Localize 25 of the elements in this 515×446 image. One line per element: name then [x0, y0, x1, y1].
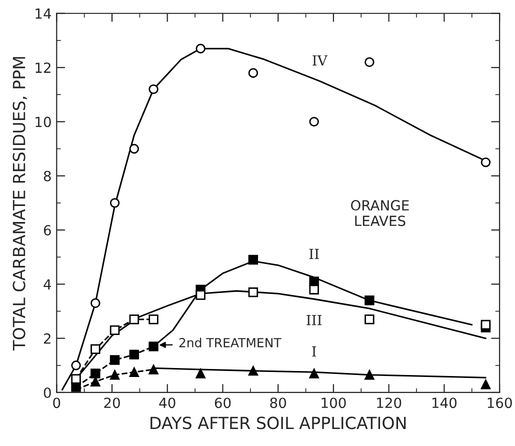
x-tick-label: 80	[270, 398, 286, 408]
y-tick-label: 14	[36, 8, 52, 19]
x-tick-label: 20	[104, 398, 120, 408]
y-tick-label: 10	[36, 116, 51, 128]
y-tick-label: 8	[44, 170, 51, 182]
y-axis-title: TOTAL CARBAMATE RESIDUES, PPM	[12, 57, 28, 350]
series-label: IV	[312, 55, 328, 66]
x-tick-label: 60	[214, 398, 231, 408]
x-tick-label: 40	[159, 398, 176, 408]
x-tick-label: 160	[488, 398, 512, 408]
x-tick-label: 0	[53, 398, 60, 408]
y-tick-label: 2	[44, 333, 50, 344]
y-tick-label: 0	[44, 387, 51, 398]
annotation: 2nd TREATMENT	[179, 338, 282, 348]
x-tick-label: 120	[377, 398, 402, 408]
x-axis-title: DAYS AFTER SOIL APPLICATION	[150, 416, 406, 430]
y-tick-label: 6	[44, 224, 51, 236]
series-label: I	[312, 346, 316, 357]
x-tick-label: 140	[432, 398, 457, 408]
y-tick-label: 12	[36, 62, 50, 73]
series-label: III	[306, 314, 322, 326]
y-tick-label: 4	[44, 279, 52, 290]
annotation: ORANGE LEAVES	[351, 200, 409, 226]
x-tick-label: 100	[322, 398, 346, 408]
series-label: II	[309, 248, 319, 260]
